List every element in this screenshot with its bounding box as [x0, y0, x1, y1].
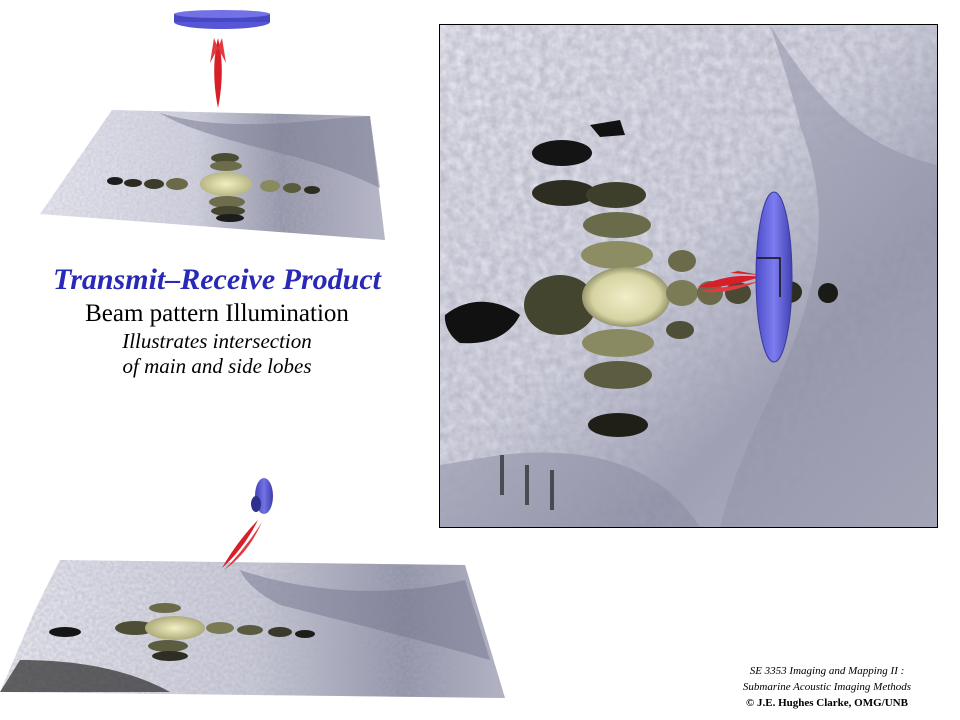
course-subtitle-line: Submarine Acoustic Imaging Methods: [742, 681, 912, 693]
beam-lobe-icon: [210, 38, 226, 108]
course-line: SE 3353 Imaging and Mapping II :: [749, 665, 905, 677]
perspective-view-top: [40, 10, 385, 240]
caption-block: Transmit–Receive Product Beam pattern Il…: [0, 262, 434, 379]
slide-subtitle: Beam pattern Illumination: [85, 300, 349, 327]
description-line-2: of main and side lobes: [122, 354, 312, 378]
acoustic-shadows: [444, 120, 625, 510]
transducer-icon: [174, 10, 270, 29]
illumination-footprint: [107, 153, 320, 222]
beam-lobe-icon: [222, 520, 262, 570]
copyright-line: © J.E. Hughes Clarke, OMG/UNB: [746, 697, 908, 709]
plan-view-image: [440, 25, 937, 527]
transducer-icon: [755, 191, 793, 363]
illumination-footprint: [524, 140, 838, 437]
slide-title: Transmit–Receive Product: [52, 263, 381, 296]
perspective-view-bottom: [0, 478, 505, 698]
seafloor-surface: [440, 25, 937, 527]
beam-lobe-icon: [698, 271, 760, 293]
description-line-1: Illustrates intersection: [122, 329, 312, 353]
transducer-icon: [251, 478, 273, 514]
plan-view-panel: [439, 24, 938, 528]
illumination-footprint: [49, 603, 315, 661]
credits-block: SE 3353 Imaging and Mapping II : Submari…: [702, 663, 952, 711]
